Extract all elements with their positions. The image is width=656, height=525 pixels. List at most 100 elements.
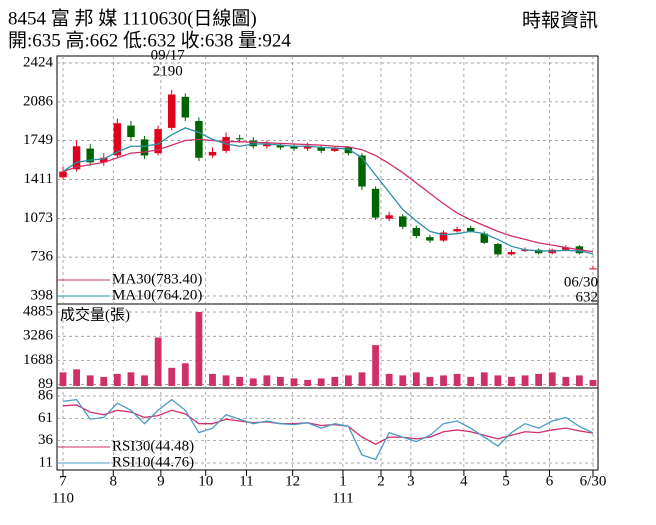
price-panel bbox=[56, 55, 599, 305]
candle-body bbox=[127, 125, 135, 138]
price-tick-label: 398 bbox=[31, 287, 54, 303]
rsi-tick-label: 86 bbox=[38, 387, 54, 403]
price-tick-label: 1749 bbox=[23, 132, 53, 148]
rsi-line bbox=[62, 398, 594, 461]
year-label: 111 bbox=[332, 490, 353, 506]
candle-body bbox=[154, 129, 162, 154]
volume-tick-label: 3286 bbox=[23, 328, 54, 344]
legend-label: RSI30(44.48) bbox=[112, 438, 194, 454]
x-tick-label: 4 bbox=[460, 473, 468, 489]
volume-bar bbox=[467, 376, 475, 386]
volume-tick-label: 4885 bbox=[23, 303, 53, 319]
volume-bar bbox=[236, 376, 244, 386]
candle-body bbox=[385, 215, 393, 219]
volume-bar bbox=[113, 373, 121, 386]
volume-bar bbox=[426, 376, 434, 386]
x-tick-label: 12 bbox=[285, 473, 300, 489]
x-tick-label: 7 bbox=[59, 473, 67, 489]
rsi-tick-label: 61 bbox=[38, 410, 53, 426]
candle-body bbox=[494, 244, 502, 255]
volume-bar bbox=[181, 363, 189, 386]
legend-label: RSI10(44.76) bbox=[112, 454, 194, 470]
volume-bar bbox=[100, 376, 108, 386]
volume-bar bbox=[576, 375, 583, 386]
volume-bar bbox=[548, 372, 556, 386]
last-date: 06/30 bbox=[564, 274, 598, 290]
candle-body bbox=[439, 232, 448, 241]
volume-bar bbox=[385, 373, 393, 386]
volume-bar bbox=[154, 337, 162, 386]
candle-body bbox=[86, 148, 94, 163]
ma-line bbox=[62, 138, 594, 253]
volume-bar bbox=[195, 312, 203, 386]
x-tick-label: 6/30 bbox=[580, 473, 607, 489]
last-value: 632 bbox=[576, 289, 599, 305]
rsi-panel bbox=[56, 387, 599, 471]
volume-bar bbox=[521, 375, 529, 386]
volume-bar bbox=[440, 375, 447, 386]
x-tick-label: 2 bbox=[377, 473, 385, 489]
volume-bar bbox=[480, 372, 488, 386]
volume-tick-label: 89 bbox=[38, 376, 53, 392]
volume-bar bbox=[331, 376, 339, 386]
price-tick-label: 736 bbox=[31, 249, 54, 265]
chart-title: 8454 富 邦 媒 1110630(日線圖) bbox=[8, 7, 257, 29]
candle-body bbox=[331, 148, 339, 151]
candle-body bbox=[344, 147, 353, 154]
candle-body bbox=[59, 171, 67, 178]
candle-body bbox=[589, 268, 597, 270]
volume-bar bbox=[290, 378, 298, 386]
volume-panel bbox=[56, 303, 599, 389]
candle-body bbox=[290, 146, 298, 149]
price-tick-label: 1411 bbox=[24, 171, 53, 187]
peak-date: 09/17 bbox=[151, 47, 186, 63]
x-tick-label: 5 bbox=[502, 473, 510, 489]
x-tick-label: 11 bbox=[239, 473, 253, 489]
volume-bar bbox=[508, 376, 515, 386]
volume-bar bbox=[453, 373, 461, 386]
volume-tick-label: 1688 bbox=[23, 352, 53, 368]
candle-body bbox=[562, 247, 570, 250]
volume-bar bbox=[249, 378, 257, 386]
volume-bar bbox=[141, 375, 148, 386]
x-tick-label: 6 bbox=[546, 473, 554, 489]
rsi-tick-label: 11 bbox=[39, 454, 53, 470]
candle-body bbox=[426, 237, 434, 241]
candle-body bbox=[140, 139, 149, 156]
candle-body bbox=[466, 227, 475, 232]
chart-subtitle: 開:635 高:662 低:632 收:638 量:924 bbox=[8, 29, 291, 51]
year-label: 110 bbox=[52, 490, 74, 506]
candle-body bbox=[276, 145, 285, 148]
legend-label: MA30(783.40) bbox=[112, 271, 202, 287]
price-tick-label: 2086 bbox=[23, 93, 54, 109]
candle-body bbox=[113, 123, 122, 156]
price-tick-label: 1073 bbox=[23, 210, 53, 226]
volume-bar bbox=[277, 376, 284, 386]
volume-bar bbox=[59, 372, 67, 386]
volume-bar bbox=[344, 375, 352, 386]
ma-line bbox=[62, 127, 594, 255]
price-tick-label: 2424 bbox=[23, 54, 54, 70]
candle-body bbox=[208, 152, 217, 156]
candle-body bbox=[358, 155, 366, 187]
volume-bar bbox=[168, 367, 176, 386]
candle-body bbox=[303, 146, 312, 149]
rsi-tick-label: 36 bbox=[38, 432, 54, 448]
candle-body bbox=[317, 147, 325, 151]
volume-bar bbox=[358, 372, 366, 386]
candle-body bbox=[167, 94, 176, 128]
peak-value: 2190 bbox=[153, 63, 183, 79]
volume-bar bbox=[399, 375, 407, 386]
candle-body bbox=[235, 138, 244, 140]
volume-bar bbox=[86, 375, 94, 386]
x-tick-label: 8 bbox=[110, 473, 118, 489]
volume-label: 成交量(張) bbox=[60, 305, 130, 323]
candle-body bbox=[371, 188, 380, 218]
volume-bar bbox=[535, 373, 543, 386]
x-tick-label: 9 bbox=[157, 473, 165, 489]
volume-bar bbox=[222, 375, 230, 386]
x-tick-label: 3 bbox=[407, 473, 415, 489]
volume-bar bbox=[494, 375, 502, 386]
x-tick-label: 1 bbox=[339, 473, 347, 489]
